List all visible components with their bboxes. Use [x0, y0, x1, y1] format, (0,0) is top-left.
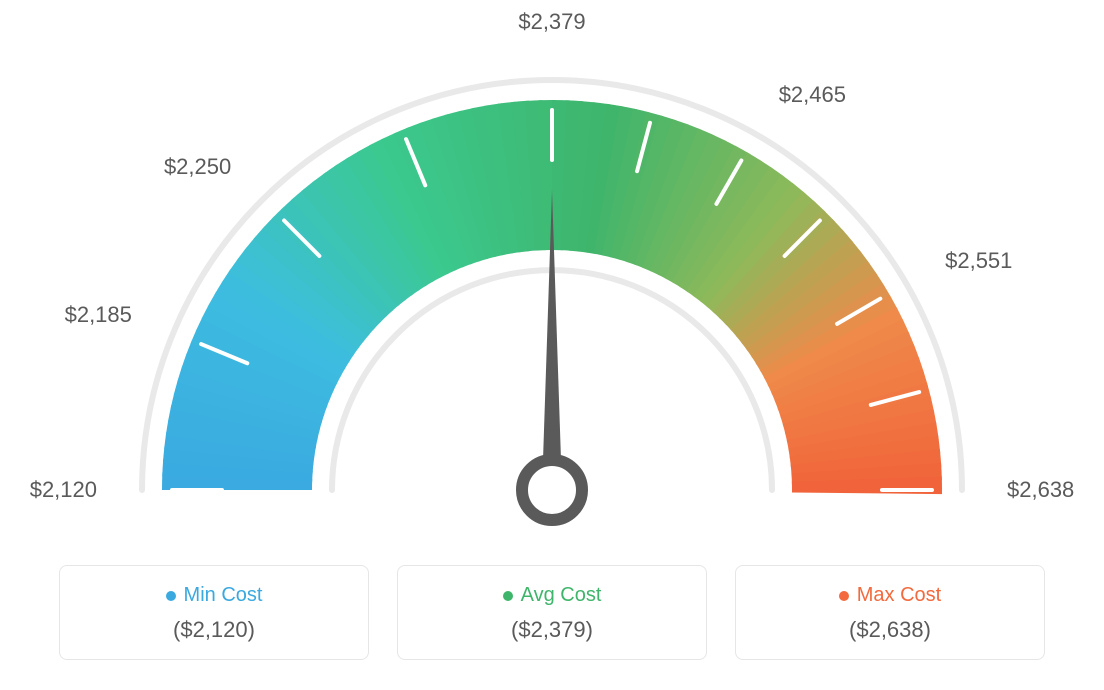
gauge-chart: $2,120$2,185$2,250$2,379$2,465$2,551$2,6…	[62, 30, 1042, 530]
legend-value-max: ($2,638)	[746, 617, 1034, 643]
chart-container: $2,120 $2,185 $2,250 $2,379 $2,465 $2,551 $2,6…	[0, 0, 1104, 690]
dot-icon	[503, 591, 513, 601]
legend-card-max: Max Cost ($2,638)	[735, 565, 1045, 660]
legend-label-max: Max Cost	[857, 584, 941, 607]
dot-icon	[839, 591, 849, 601]
dot-icon	[166, 591, 176, 601]
gauge-tick-label: $2,250	[164, 154, 231, 180]
legend-row: Min Cost ($2,120) Avg Cost ($2,379) Max …	[59, 565, 1045, 660]
gauge-tick-label: $2,120	[30, 477, 97, 503]
gauge-tick-label: $2,185	[65, 302, 132, 328]
legend-label-min: Min Cost	[184, 584, 263, 607]
legend-value-avg: ($2,379)	[408, 617, 696, 643]
gauge-tick-label: $2,465	[779, 82, 846, 108]
legend-card-avg: Avg Cost ($2,379)	[397, 565, 707, 660]
gauge-tick-label: $2,638	[1007, 477, 1074, 503]
gauge-tick-label: $2,551	[945, 248, 1012, 274]
legend-title-min: Min Cost	[166, 584, 263, 607]
gauge-svg	[62, 30, 1042, 550]
legend-title-max: Max Cost	[839, 584, 941, 607]
legend-value-min: ($2,120)	[70, 617, 358, 643]
legend-label-avg: Avg Cost	[521, 584, 602, 607]
legend-title-avg: Avg Cost	[503, 584, 602, 607]
gauge-tick-label: $2,379	[518, 9, 585, 35]
legend-card-min: Min Cost ($2,120)	[59, 565, 369, 660]
